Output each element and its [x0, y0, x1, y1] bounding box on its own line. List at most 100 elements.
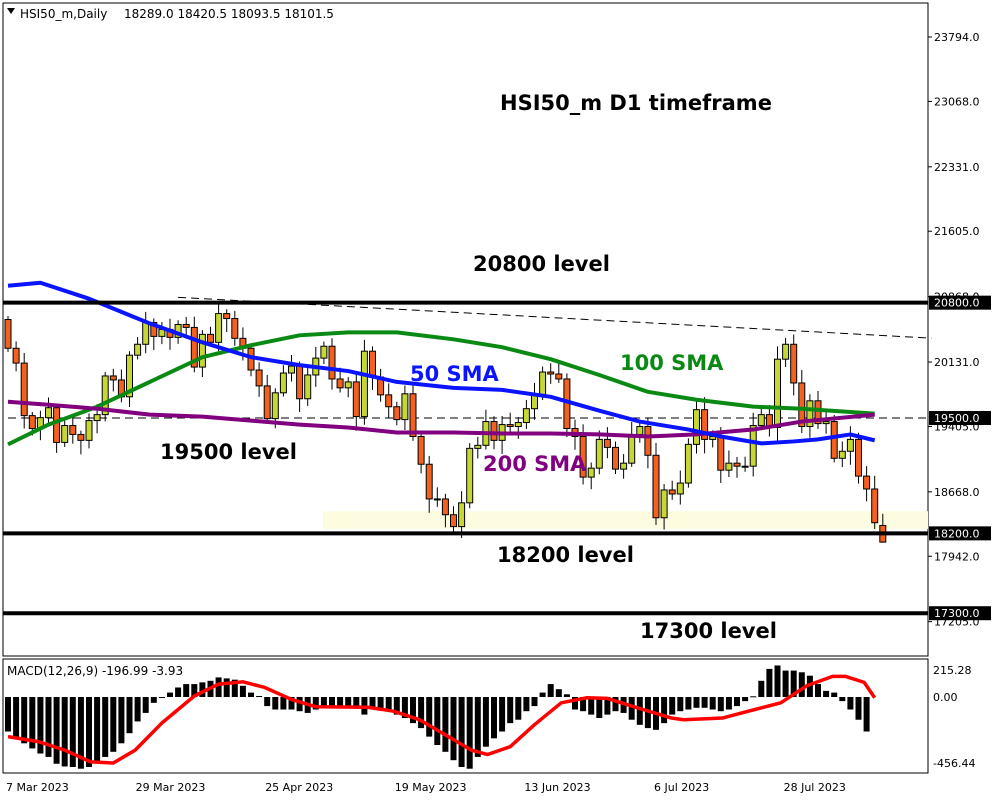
- macd-histogram-bar: [77, 697, 84, 769]
- candle-body: [855, 438, 862, 477]
- date-tick-label: 28 Jul 2023: [784, 781, 846, 794]
- candle: [425, 455, 433, 513]
- candle-body: [417, 435, 425, 465]
- candle: [725, 450, 733, 478]
- level-price-label: 17300.0: [934, 607, 980, 620]
- macd-histogram-bar: [393, 697, 400, 715]
- candle-body: [223, 313, 231, 320]
- candle-body: [142, 321, 150, 345]
- candle: [401, 385, 409, 430]
- candle-body: [490, 421, 498, 441]
- candle: [263, 374, 271, 424]
- macd-histogram-bar: [507, 697, 514, 724]
- macd-histogram-bar: [248, 692, 254, 697]
- candle-body: [279, 372, 287, 394]
- macd-histogram-bar: [61, 697, 68, 767]
- date-tick-label: 25 Apr 2023: [265, 781, 333, 794]
- candle-body: [822, 421, 830, 425]
- macd-histogram-bar: [385, 697, 392, 712]
- candle: [198, 330, 206, 378]
- candle-body: [474, 444, 482, 449]
- candle: [620, 454, 628, 479]
- macd-histogram-bar: [685, 697, 692, 710]
- candle-body: [458, 502, 466, 528]
- candle-body: [749, 425, 757, 467]
- date-tick-label: 19 May 2023: [395, 781, 467, 794]
- candle-body: [555, 373, 563, 380]
- candle-body: [620, 462, 628, 470]
- candle: [603, 427, 611, 459]
- macd-tick-bottom: -456.44: [933, 757, 975, 770]
- candle-body: [701, 409, 709, 440]
- candle: [782, 337, 790, 367]
- candle-body: [782, 343, 790, 360]
- macd-histogram-bar: [766, 668, 773, 697]
- candle-body: [271, 392, 279, 420]
- macd-histogram-bar: [717, 697, 724, 712]
- candle-body: [531, 394, 538, 410]
- candle-body: [150, 321, 158, 337]
- annotation-20800-level: 20800 level: [473, 252, 610, 276]
- candle-body: [28, 415, 36, 429]
- price-axis: 23794.023068.022331.021605.020868.020131…: [928, 31, 991, 629]
- candle-body: [790, 343, 798, 384]
- candle: [458, 491, 466, 538]
- candle: [612, 441, 619, 475]
- candle-body: [190, 326, 198, 368]
- candle: [547, 363, 555, 384]
- candle-body: [798, 382, 806, 428]
- candle-body: [320, 345, 328, 359]
- macd-histogram-bar: [288, 697, 295, 710]
- macd-histogram-bar: [466, 697, 473, 769]
- candle-body: [587, 467, 595, 478]
- macd-histogram-bar: [86, 697, 92, 768]
- macd-histogram-bar: [709, 697, 716, 710]
- date-tick-label: 7 Mar 2023: [6, 781, 69, 794]
- macd-histogram-bar: [847, 697, 854, 710]
- price-tick-label: 23068.0: [934, 95, 980, 108]
- macd-histogram-bar: [102, 697, 109, 757]
- macd-histogram-bar: [839, 697, 846, 702]
- macd-histogram-bar: [239, 685, 246, 697]
- macd-histogram-bar: [150, 697, 157, 703]
- macd-histogram-bar: [264, 697, 271, 707]
- annotation-50-sma: 50 SMA: [410, 362, 500, 386]
- sma100-line: [7, 330, 875, 447]
- macd-histogram-bar: [337, 697, 344, 708]
- date-tick-label: 13 Jun 2023: [524, 781, 590, 794]
- candle: [134, 337, 142, 360]
- macd-histogram-bar: [588, 697, 595, 715]
- macd-histogram-bar: [515, 697, 522, 720]
- candle: [741, 456, 749, 472]
- candle-body: [12, 347, 20, 364]
- macd-histogram-bar: [5, 697, 11, 732]
- macd-histogram-bar: [110, 697, 117, 752]
- candle-body: [863, 475, 871, 490]
- macd-histogram-bar: [369, 697, 376, 708]
- candle: [749, 412, 757, 477]
- candle: [126, 351, 133, 408]
- annotation-200-sma: 200 SMA: [483, 452, 587, 476]
- macd-histogram-bar: [572, 697, 578, 710]
- macd-histogram-bar: [199, 682, 206, 697]
- macd-histogram-bar: [774, 665, 781, 697]
- candle: [320, 341, 328, 365]
- ohlc-readout: 18289.0 18420.5 18093.5 18101.5: [124, 7, 334, 21]
- macd-histogram-bar: [434, 697, 441, 745]
- macd-histogram-bar: [831, 692, 838, 697]
- candle-body: [93, 414, 101, 422]
- price-tick-label: 17942.0: [934, 550, 980, 563]
- candle-body: [360, 350, 368, 418]
- support-zone: [323, 511, 928, 529]
- candle-body: [814, 400, 822, 425]
- candle: [288, 355, 295, 382]
- macd-histogram-bar: [523, 697, 530, 712]
- collapse-triangle-icon[interactable]: [7, 8, 15, 14]
- macd-histogram-bar: [612, 697, 619, 712]
- candle-body: [741, 465, 749, 468]
- candle: [101, 372, 109, 422]
- macd-histogram-bar: [482, 697, 489, 747]
- date-tick-label: 6 Jul 2023: [654, 781, 709, 794]
- macd-histogram-bar: [725, 697, 732, 710]
